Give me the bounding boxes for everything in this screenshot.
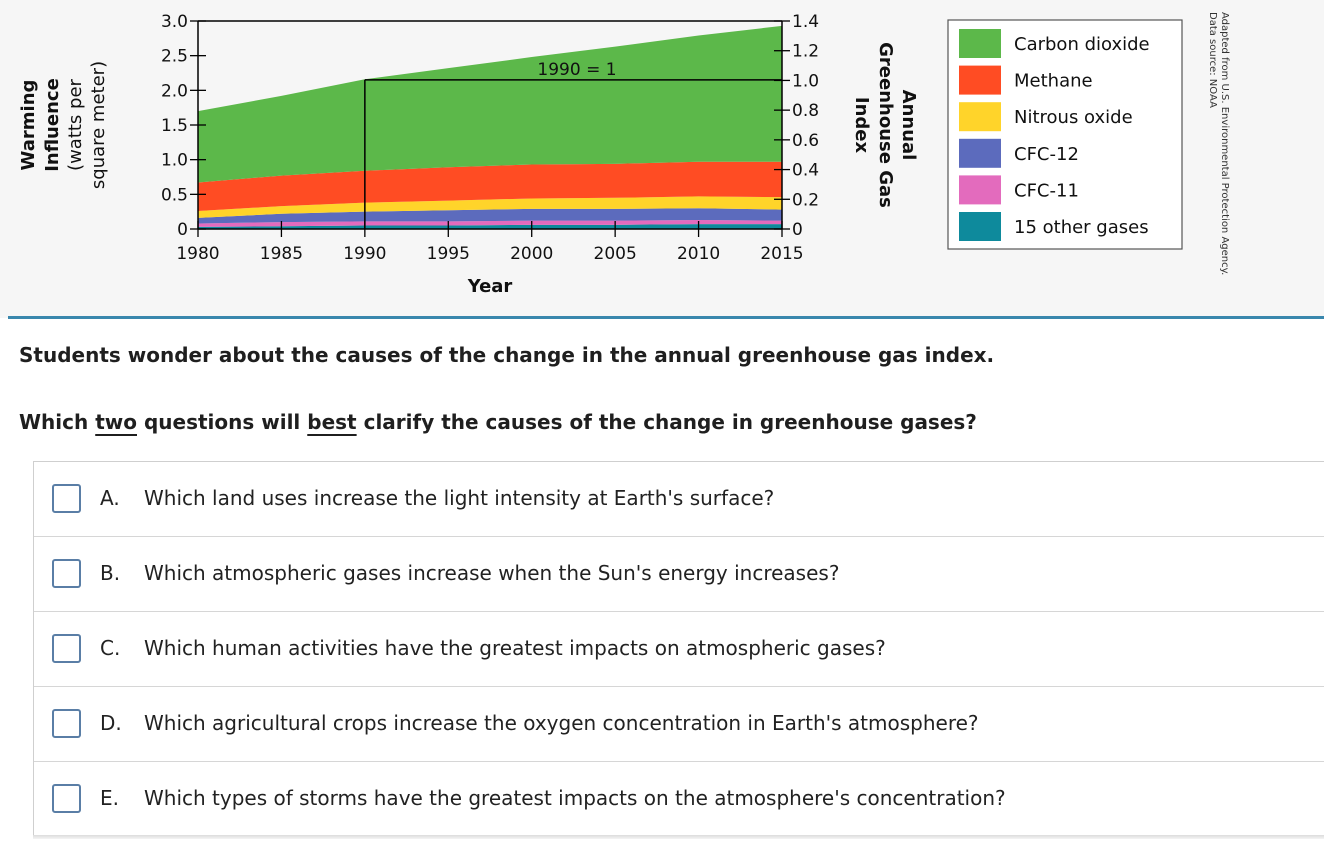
option-letter: B.: [100, 561, 121, 585]
option-letter: C.: [100, 636, 121, 660]
legend-swatch: [959, 29, 1001, 58]
y-right-axis-title-line: Index: [851, 97, 872, 154]
y-left-tick-label: 3.0: [161, 12, 188, 32]
legend-label: Methane: [1014, 71, 1093, 92]
y-right-tick-label: 0.2: [792, 190, 819, 210]
y-left-axis-title-line: Warming: [18, 80, 39, 171]
question-part-3: clarify the causes of the change in gree…: [356, 410, 977, 434]
legend-label: Nitrous oxide: [1014, 107, 1133, 128]
checkbox-d[interactable]: [52, 709, 81, 738]
option-c[interactable]: C. Which human activities have the great…: [34, 612, 1324, 687]
y-right-tick-label: 0.8: [792, 101, 819, 121]
checkbox-a[interactable]: [52, 484, 81, 513]
x-tick-label: 2010: [677, 244, 720, 264]
x-tick-label: 1985: [260, 244, 303, 264]
y-left-tick-label: 0: [177, 220, 188, 240]
legend-swatch: [959, 212, 1001, 241]
option-a[interactable]: A. Which land uses increase the light in…: [34, 462, 1324, 537]
prompt-text: Students wonder about the causes of the …: [19, 343, 995, 367]
y-right-axis-title-line: Greenhouse Gas: [875, 42, 896, 208]
area-carbon-dioxide: [198, 25, 782, 183]
y-left-axis-title-line: (watts per: [65, 78, 86, 170]
x-axis-title: Year: [467, 276, 513, 297]
greenhouse-gas-chart: 1990 = 1 0 0.5 1.0 1.5 2.0 2.5 3.0 0 0.2 0.4 0.6 0.8…: [18, 12, 1230, 297]
legend-label: CFC-11: [1014, 180, 1079, 201]
option-b[interactable]: B. Which atmospheric gases increase when…: [34, 537, 1324, 612]
chart-panel: 1990 = 1 0 0.5 1.0 1.5 2.0 2.5 3.0 0 0.2 0.4 0.6 0.8…: [0, 0, 1324, 318]
option-letter: E.: [100, 786, 119, 810]
option-text: Which human activities have the greatest…: [144, 636, 886, 660]
underlined-word-best: best: [307, 410, 357, 434]
y-right-tick-label: 1.4: [792, 12, 819, 32]
y-right-tick-label: 0.4: [792, 161, 819, 181]
question-part-2: questions will: [137, 410, 308, 434]
checkbox-b[interactable]: [52, 559, 81, 588]
y-left-axis-title-line: Influence: [42, 78, 63, 172]
underlined-word-two: two: [95, 410, 137, 434]
options-shadow: [33, 835, 1324, 839]
y-right-axis-title-line: Annual: [898, 90, 919, 161]
x-tick-label: 2015: [760, 244, 803, 264]
source-note-line: Data source: NOAA: [1207, 12, 1218, 108]
option-text: Which land uses increase the light inten…: [144, 486, 775, 510]
legend-label: 15 other gases: [1014, 217, 1149, 238]
y-left-tick-label: 0.5: [161, 185, 188, 205]
checkbox-c[interactable]: [52, 634, 81, 663]
y-left-tick-label: 2.5: [161, 47, 188, 67]
option-text: Which agricultural crops increase the ox…: [144, 711, 979, 735]
option-text: Which atmospheric gases increase when th…: [144, 561, 840, 585]
option-d[interactable]: D. Which agricultural crops increase the…: [34, 687, 1324, 762]
reference-label: 1990 = 1: [537, 60, 616, 80]
y-right-tick-label: 0.6: [792, 131, 819, 151]
area-nitrous-oxide: [198, 196, 782, 218]
x-tick-label: 2000: [510, 244, 553, 264]
x-tick-label: 1980: [176, 244, 219, 264]
area-15-other-gases: [198, 224, 782, 229]
y-left-tick-label: 2.0: [161, 81, 188, 101]
y-left-tick-label: 1.0: [161, 151, 188, 171]
option-letter: A.: [100, 486, 120, 510]
x-tick-label: 2005: [594, 244, 637, 264]
legend-swatch: [959, 175, 1001, 205]
y-right-tick-label: 1.2: [792, 42, 819, 62]
legend-swatch: [959, 138, 1001, 168]
legend-box: [947, 19, 1183, 250]
answer-options: A. Which land uses increase the light in…: [33, 461, 1324, 838]
y-left-axis-title-line: square meter): [88, 61, 109, 189]
area-methane: [198, 161, 782, 211]
legend-label: CFC-12: [1014, 144, 1079, 165]
checkbox-e[interactable]: [52, 784, 81, 813]
legend-swatch: [959, 102, 1001, 132]
x-tick-label: 1990: [343, 244, 386, 264]
option-letter: D.: [100, 711, 122, 735]
y-right-tick-label: 1.0: [792, 71, 819, 91]
option-text: Which types of storms have the greatest …: [144, 786, 1006, 810]
y-left-tick-label: 1.5: [161, 116, 188, 136]
area-cfc-11: [198, 219, 782, 227]
area-cfc-12: [198, 208, 782, 224]
question-text: Which two questions will best clarify th…: [19, 410, 977, 434]
legend-label: Carbon dioxide: [1014, 34, 1150, 55]
question-part-1: Which: [19, 410, 96, 434]
y-right-tick-label: 0: [792, 220, 803, 240]
legend-swatch: [959, 65, 1001, 95]
source-note-line: Adapted from U.S. Environmental Protecti…: [1219, 12, 1230, 275]
option-e[interactable]: E. Which types of storms have the greate…: [34, 762, 1324, 837]
x-tick-label: 1995: [427, 244, 470, 264]
section-divider: [8, 316, 1324, 319]
